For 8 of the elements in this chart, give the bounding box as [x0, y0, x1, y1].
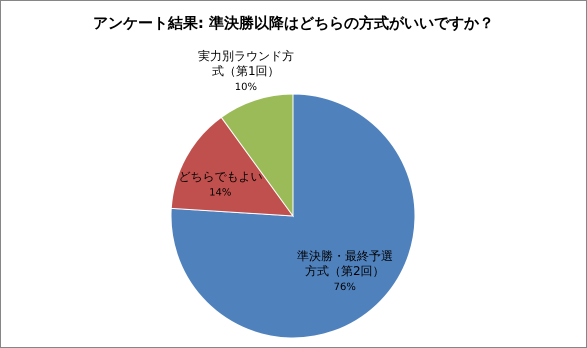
data-label: 14%	[209, 188, 232, 199]
data-label: 76%	[334, 282, 356, 294]
pie-slice	[170, 94, 416, 338]
slice-label: 準決勝・最終予選方式（第2回）	[296, 249, 393, 278]
chart-title: アンケート結果: 準決勝以降はどちらの方式がいいですか？	[92, 14, 494, 32]
data-label: 10%	[234, 82, 257, 93]
slice-label: 実力別ラウンド方式（第1回）	[198, 48, 294, 78]
slice-label: どちらでもよい	[178, 170, 262, 184]
